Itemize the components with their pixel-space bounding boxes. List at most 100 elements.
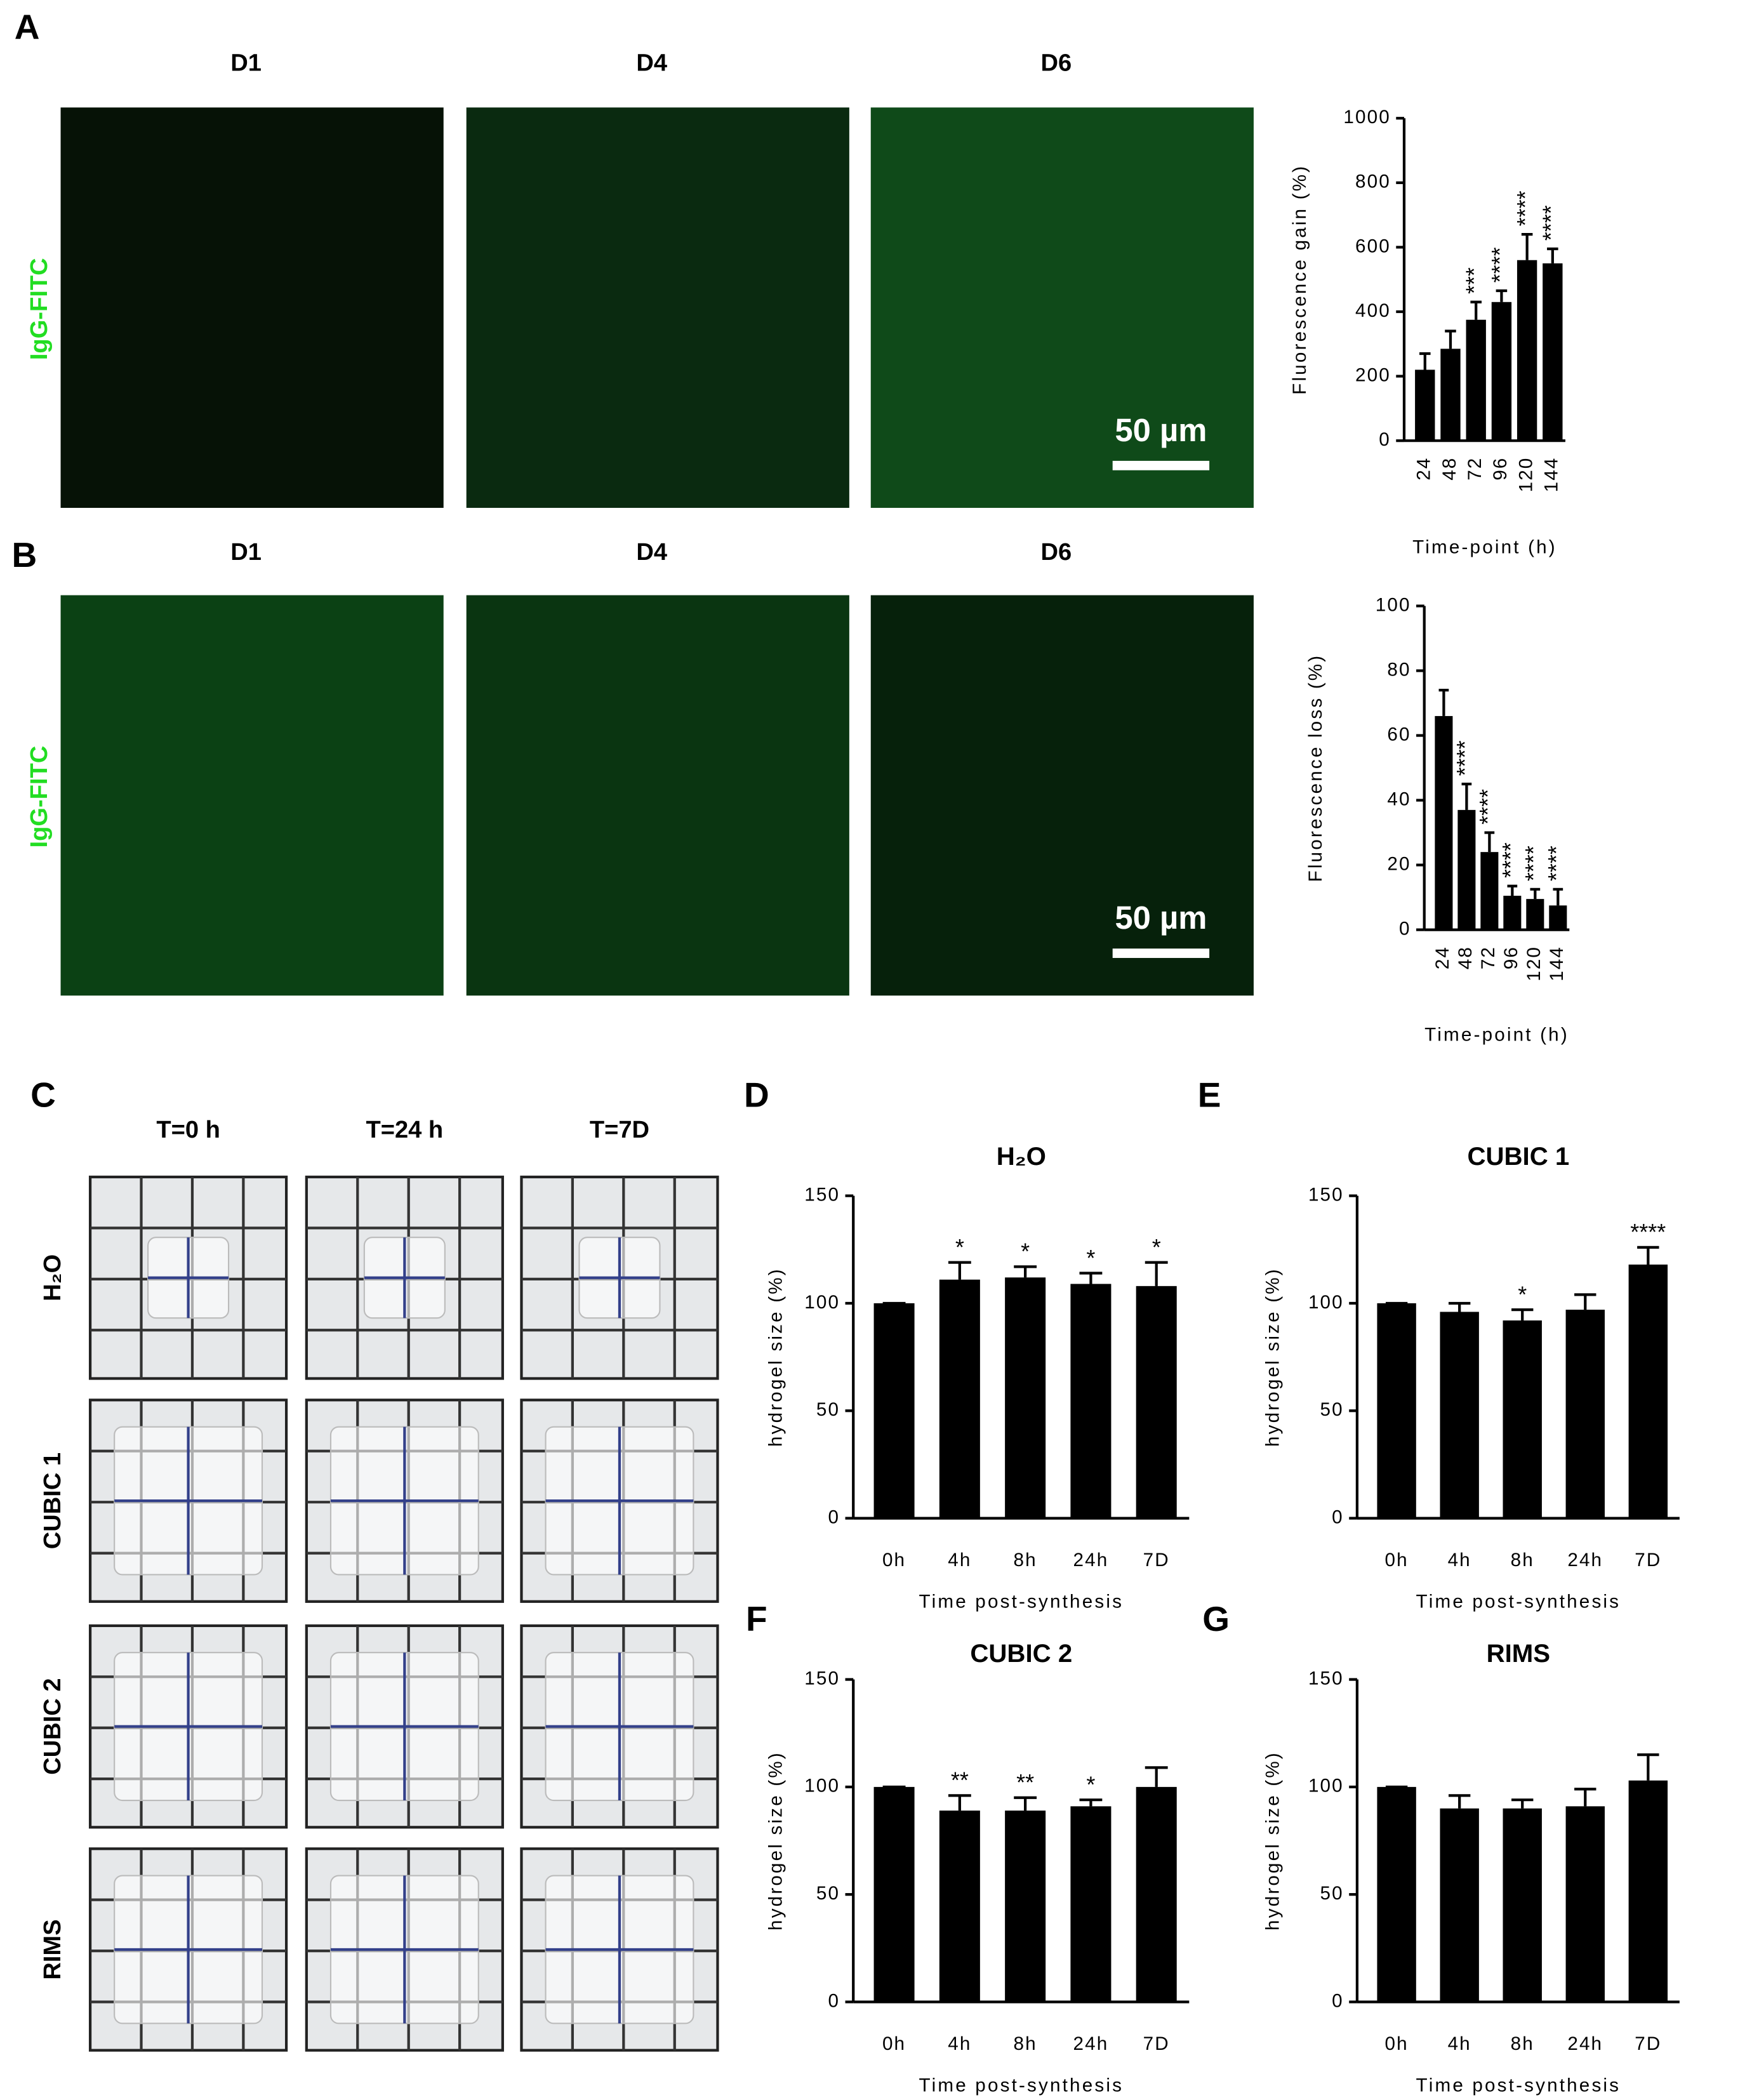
bar <box>1377 1303 1416 1519</box>
bar <box>1440 349 1461 441</box>
chart-title: RIMS <box>1487 1639 1551 1668</box>
y-axis-label: hydrogel size (%) <box>1263 1751 1284 1931</box>
error-bar <box>1484 831 1495 853</box>
y-tick-label: 1000 <box>1343 107 1390 128</box>
column-label: T=7D <box>590 1117 649 1143</box>
error-bar <box>1574 1788 1596 1807</box>
x-tick-label: 0h <box>882 2033 906 2054</box>
hydrogel-photo <box>305 1175 504 1380</box>
panel-letter: G <box>1202 1599 1230 1638</box>
column-label: D6 <box>1040 50 1072 77</box>
error-bar <box>948 1261 971 1280</box>
column-label: D1 <box>230 539 262 566</box>
x-tick-label: 144 <box>1541 457 1562 493</box>
error-bar <box>1547 247 1558 263</box>
bar <box>1628 1780 1668 2002</box>
error-bar <box>1507 884 1518 896</box>
y-tick-label: 0 <box>1332 1990 1344 2011</box>
error-bar <box>1530 887 1541 900</box>
x-tick-label: 24 <box>1432 946 1453 969</box>
panel-letter: C <box>30 1075 56 1115</box>
x-tick-label: 4h <box>948 1550 971 1571</box>
significance: **** <box>1452 740 1478 776</box>
error-bar <box>1553 887 1563 906</box>
chart-title: H₂O <box>997 1142 1046 1171</box>
bar <box>1005 1277 1046 1519</box>
error-bar <box>948 1794 971 1811</box>
x-tick-label: 4h <box>948 2033 971 2054</box>
panel-letter: F <box>746 1599 767 1638</box>
x-tick-label: 96 <box>1501 946 1522 969</box>
error-bar <box>1461 782 1472 810</box>
bar <box>1440 1312 1479 1519</box>
chart-title: CUBIC 2 <box>970 1639 1072 1668</box>
y-tick-label: 20 <box>1387 853 1411 874</box>
y-tick-label: 600 <box>1355 236 1391 256</box>
significance: * <box>1021 1239 1030 1265</box>
bar <box>939 1811 980 2002</box>
significance: * <box>1152 1234 1161 1260</box>
hydrogel-photo <box>88 1175 288 1380</box>
bar <box>1517 260 1537 441</box>
x-tick-label: 8h <box>1511 2033 1534 2054</box>
significance: **** <box>1487 247 1513 282</box>
bar <box>1435 715 1453 930</box>
significance: * <box>955 1234 964 1260</box>
panel-letter: D <box>744 1075 769 1115</box>
hydrogel-photo <box>520 1175 719 1380</box>
x-axis-label: Time post-synthesis <box>919 1592 1124 1612</box>
x-axis-label: Time-point (h) <box>1424 1025 1569 1046</box>
y-tick-label: 800 <box>1355 171 1391 192</box>
x-tick-label: 120 <box>1523 946 1544 981</box>
y-tick-label: 40 <box>1387 788 1411 809</box>
y-axis-label: hydrogel size (%) <box>1263 1267 1284 1447</box>
significance: **** <box>1475 789 1501 825</box>
scale-bar <box>1112 948 1210 959</box>
bar <box>1565 1310 1605 1519</box>
x-tick-label: 4h <box>1448 1550 1471 1571</box>
micrograph <box>870 595 1254 996</box>
error-bar <box>1574 1293 1596 1310</box>
row-label: CUBIC 1 <box>39 1452 66 1549</box>
micrograph <box>466 107 849 508</box>
significance: * <box>1086 1772 1095 1798</box>
x-tick-label: 7D <box>1635 2033 1661 2054</box>
hydrogel-photo <box>520 1624 719 1829</box>
y-tick-label: 150 <box>804 1668 840 1689</box>
column-label: D6 <box>1040 539 1072 566</box>
y-tick-label: 100 <box>1308 1292 1344 1313</box>
x-tick-label: 72 <box>1464 457 1485 481</box>
bar <box>1070 1806 1112 2002</box>
significance: **** <box>1512 190 1538 226</box>
y-tick-label: 0 <box>1399 918 1411 939</box>
scale-bar-label: 50 µm <box>1115 412 1207 448</box>
error-bar <box>1438 689 1449 716</box>
significance: **** <box>1543 846 1569 881</box>
y-tick-label: 150 <box>804 1184 840 1205</box>
y-tick-label: 50 <box>816 1883 840 1904</box>
error-bar <box>1448 1794 1471 1809</box>
x-tick-label: 7D <box>1143 1550 1170 1571</box>
bar <box>1377 1786 1416 2002</box>
x-tick-label: 7D <box>1143 2033 1170 2054</box>
bar <box>1565 1806 1605 2002</box>
error-bar <box>1521 232 1533 260</box>
hydrogel-photo <box>305 1399 504 1603</box>
row-label: IgG-FITC <box>26 258 53 360</box>
bar <box>1005 1811 1046 2002</box>
y-tick-label: 80 <box>1387 659 1411 680</box>
scale-bar-label: 50 µm <box>1115 900 1207 936</box>
significance: **** <box>1537 205 1563 241</box>
y-tick-label: 150 <box>1308 1668 1344 1689</box>
y-axis-label: hydrogel size (%) <box>765 1267 786 1447</box>
significance: ** <box>1016 1769 1034 1795</box>
row-label: H₂O <box>39 1254 66 1301</box>
x-tick-label: 72 <box>1478 946 1499 969</box>
y-tick-label: 50 <box>1320 1883 1344 1904</box>
y-tick-label: 0 <box>828 1990 840 2011</box>
significance: *** <box>1461 267 1487 294</box>
x-tick-label: 96 <box>1490 457 1511 481</box>
error-bar <box>1511 1308 1534 1321</box>
x-tick-label: 48 <box>1439 457 1460 481</box>
